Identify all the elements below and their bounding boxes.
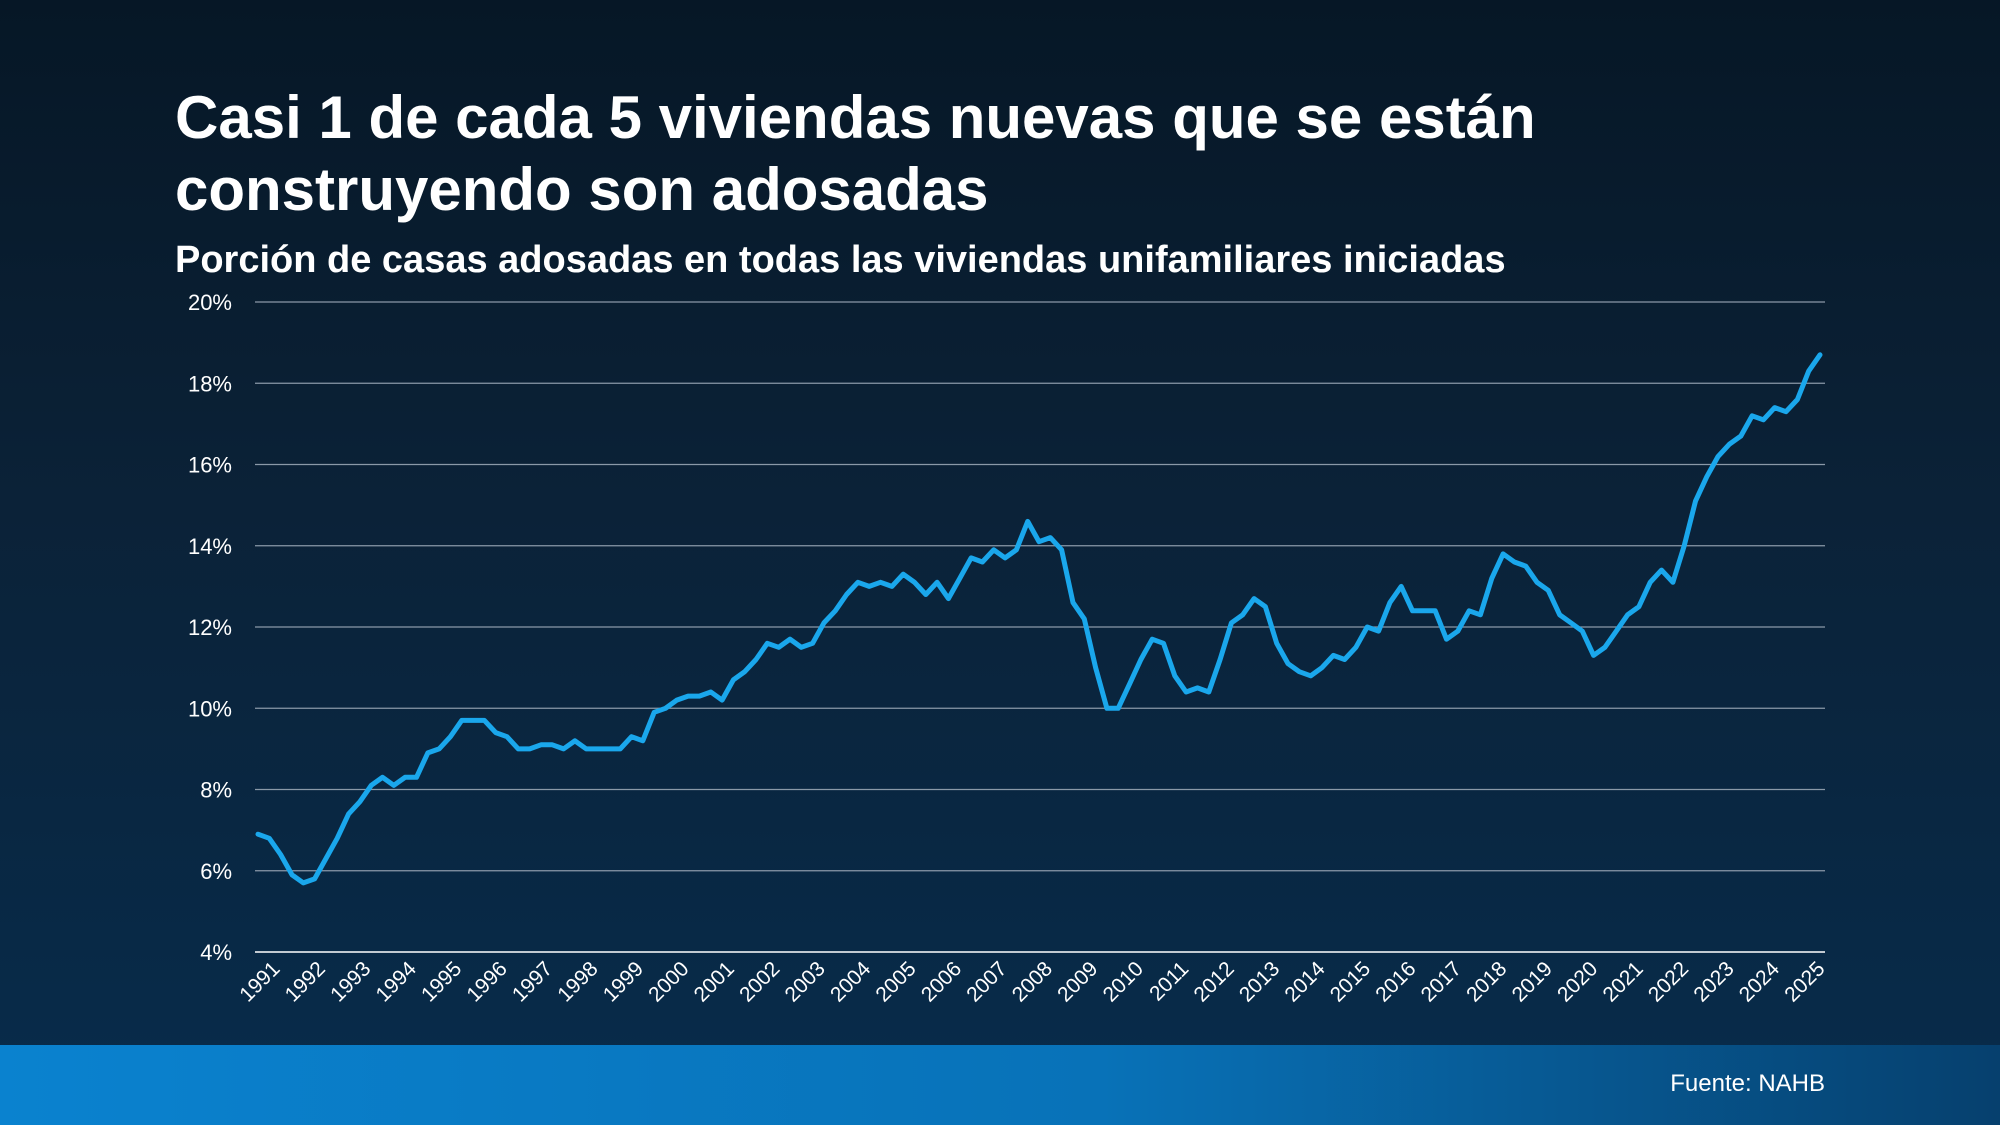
- chart-subtitle: Porción de casas adosadas en todas las v…: [175, 239, 1506, 281]
- y-tick-label: 6%: [200, 859, 232, 884]
- x-tick-label: 2009: [1053, 957, 1102, 1006]
- x-tick-label: 2013: [1235, 957, 1284, 1006]
- y-tick-label: 20%: [188, 290, 232, 315]
- x-tick-label: 2011: [1145, 957, 1193, 1005]
- x-tick-label: 2017: [1417, 957, 1466, 1006]
- x-tick-label: 2002: [735, 957, 784, 1006]
- y-tick-label: 16%: [188, 453, 232, 478]
- x-tick-label: 2010: [1099, 957, 1148, 1006]
- x-tick-label: 2008: [1008, 957, 1057, 1006]
- x-tick-label: 2006: [917, 957, 966, 1006]
- series-line: [255, 352, 1823, 886]
- x-tick-label: 2022: [1644, 957, 1693, 1006]
- chart-title: Casi 1 de cada 5 viviendas nuevas que se…: [175, 84, 1536, 223]
- x-tick-label: 2019: [1508, 957, 1557, 1006]
- x-tick-label: 2018: [1462, 957, 1511, 1006]
- x-tick-label: 2007: [962, 957, 1011, 1006]
- x-tick-label: 2025: [1780, 957, 1829, 1006]
- x-axis-ticks: 1991199219931994199519961997199819992000…: [235, 957, 1829, 1007]
- y-tick-label: 14%: [188, 534, 232, 559]
- source-label: Fuente: NAHB: [1670, 1070, 1825, 1097]
- grid-lines: [255, 301, 1825, 953]
- x-tick-label: 2005: [871, 957, 920, 1006]
- y-tick-label: 10%: [188, 696, 232, 721]
- x-tick-label: 1998: [553, 957, 602, 1006]
- x-tick-label: 2000: [644, 957, 693, 1006]
- y-tick-label: 12%: [188, 615, 232, 640]
- x-tick-label: 2001: [690, 957, 739, 1006]
- x-tick-label: 1996: [462, 957, 511, 1006]
- x-tick-label: 2016: [1371, 957, 1420, 1006]
- x-tick-label: 2020: [1553, 957, 1602, 1006]
- series-layer: [255, 352, 1823, 886]
- x-tick-label: 2024: [1735, 957, 1785, 1007]
- x-tick-label: 1999: [599, 957, 648, 1006]
- y-axis-ticks: 4% 6% 8% 10% 12% 14% 16% 18% 20%: [188, 290, 232, 965]
- x-tick-label: 2004: [826, 957, 876, 1007]
- x-tick-label: 2014: [1280, 957, 1330, 1007]
- x-tick-label: 2023: [1689, 957, 1738, 1006]
- x-tick-label: 1992: [281, 957, 330, 1006]
- y-tick-label: 8%: [200, 778, 232, 803]
- line-chart: 4%6%8%10%12%14%16%18%20% 199119921993199…: [188, 290, 1829, 1007]
- x-tick-label: 2015: [1326, 957, 1375, 1006]
- footer-bar: [0, 1045, 2000, 1125]
- x-tick-label: 1994: [372, 957, 422, 1007]
- x-tick-label: 2021: [1598, 957, 1647, 1006]
- x-tick-label: 2003: [781, 957, 830, 1006]
- y-tick-label: 4%: [200, 940, 232, 965]
- y-tick-label: 18%: [188, 371, 232, 396]
- x-tick-label: 1995: [417, 957, 466, 1006]
- x-tick-label: 1991: [235, 957, 284, 1006]
- x-tick-label: 1997: [508, 957, 557, 1006]
- x-tick-label: 1993: [326, 957, 375, 1006]
- x-tick-label: 2012: [1190, 957, 1239, 1006]
